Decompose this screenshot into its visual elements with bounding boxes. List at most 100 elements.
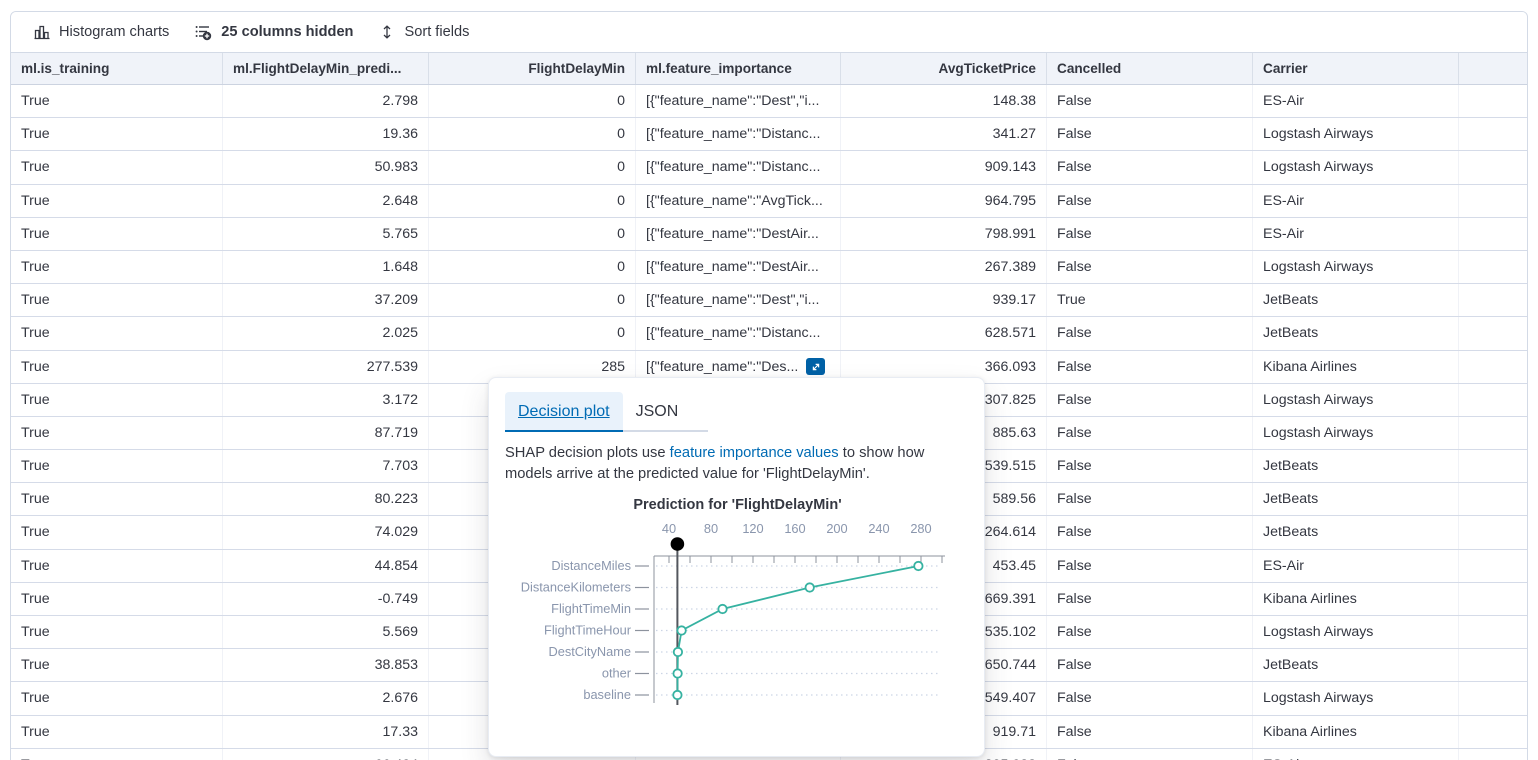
table-cell[interactable]: 669.391 <box>841 582 1047 615</box>
table-cell[interactable]: True <box>11 582 223 615</box>
table-cell[interactable]: False <box>1047 151 1253 184</box>
table-cell[interactable]: False <box>1047 616 1253 649</box>
table-cell[interactable]: 277.539 <box>223 350 429 383</box>
table-cell[interactable]: Kibana Airlines <box>1253 350 1459 383</box>
table-cell[interactable]: 2.676 <box>223 682 429 715</box>
table-cell[interactable]: Logstash Airways <box>1253 383 1459 416</box>
table-cell[interactable]: False <box>1047 217 1253 250</box>
table-cell[interactable]: 341.27 <box>841 118 1047 151</box>
table-cell[interactable]: 285 <box>429 350 636 383</box>
table-cell[interactable]: 1.648 <box>223 250 429 284</box>
column-header-ml.FlightDelayMin_predi...[interactable]: ml.FlightDelayMin_predi... <box>223 53 429 84</box>
table-cell[interactable]: 0 <box>429 184 636 217</box>
table-cell[interactable]: 885.63 <box>841 416 1047 450</box>
table-cell[interactable]: JetBeats <box>1253 450 1459 483</box>
table-cell[interactable]: 3.172 <box>223 383 429 416</box>
table-cell[interactable]: 939.17 <box>841 284 1047 317</box>
table-cell[interactable]: True <box>11 383 223 416</box>
table-cell[interactable]: JetBeats <box>1253 483 1459 516</box>
table-cell[interactable]: ES-Air <box>1253 184 1459 217</box>
column-header-ml.feature_importance[interactable]: ml.feature_importance <box>636 53 841 84</box>
table-cell[interactable]: True <box>11 748 223 760</box>
tab-decision-plot[interactable]: Decision plot <box>505 392 623 432</box>
table-cell[interactable]: 0 <box>429 118 636 151</box>
table-cell[interactable]: Kibana Airlines <box>1253 715 1459 748</box>
table-cell[interactable]: 19.36 <box>223 118 429 151</box>
table-cell[interactable]: True <box>11 682 223 715</box>
table-cell[interactable]: 2.798 <box>223 85 429 118</box>
table-cell[interactable]: False <box>1047 118 1253 151</box>
table-cell[interactable]: [{"feature_name":"Distanc... <box>636 118 841 151</box>
table-cell[interactable]: False <box>1047 748 1253 760</box>
column-header-Carrier[interactable]: Carrier <box>1253 53 1459 84</box>
table-cell[interactable]: [{"feature_name":"Distanc... <box>636 317 841 350</box>
table-cell[interactable]: True <box>11 450 223 483</box>
table-cell[interactable]: True <box>11 184 223 217</box>
table-cell[interactable]: 0 <box>429 217 636 250</box>
table-cell[interactable]: [{"feature_name":"Dest","i... <box>636 284 841 317</box>
table-cell[interactable]: 5.765 <box>223 217 429 250</box>
table-cell[interactable]: True <box>11 483 223 516</box>
table-cell[interactable]: False <box>1047 350 1253 383</box>
table-cell[interactable]: 5.569 <box>223 616 429 649</box>
table-cell[interactable]: 305.938 <box>841 748 1047 760</box>
column-header-FlightDelayMin[interactable]: FlightDelayMin <box>429 53 636 84</box>
table-cell[interactable]: [{"feature_name":"Distanc... <box>636 151 841 184</box>
table-cell[interactable]: True <box>11 151 223 184</box>
table-cell[interactable]: 539.515 <box>841 450 1047 483</box>
table-cell[interactable]: False <box>1047 715 1253 748</box>
table-cell[interactable]: False <box>1047 682 1253 715</box>
table-cell[interactable]: 0 <box>429 284 636 317</box>
table-cell[interactable]: 549.407 <box>841 682 1047 715</box>
table-cell[interactable]: 66.404 <box>223 748 429 760</box>
table-cell[interactable]: 650.744 <box>841 649 1047 682</box>
table-cell[interactable]: True <box>11 416 223 450</box>
table-cell[interactable]: Logstash Airways <box>1253 682 1459 715</box>
table-cell[interactable]: JetBeats <box>1253 317 1459 350</box>
table-cell[interactable]: True <box>11 217 223 250</box>
table-cell[interactable]: 7.703 <box>223 450 429 483</box>
table-cell[interactable]: 37.209 <box>223 284 429 317</box>
expand-cell-button[interactable] <box>806 358 826 376</box>
table-cell[interactable]: 17.33 <box>223 715 429 748</box>
table-cell[interactable]: False <box>1047 317 1253 350</box>
table-cell[interactable]: False <box>1047 582 1253 615</box>
table-cell[interactable]: 909.143 <box>841 151 1047 184</box>
table-cell[interactable]: 453.45 <box>841 549 1047 582</box>
table-cell[interactable]: 366.093 <box>841 350 1047 383</box>
table-cell[interactable]: JetBeats <box>1253 284 1459 317</box>
table-cell[interactable]: 535.102 <box>841 616 1047 649</box>
table-cell[interactable]: False <box>1047 85 1253 118</box>
histogram-charts-button[interactable]: Histogram charts <box>21 12 182 52</box>
table-cell[interactable]: True <box>11 317 223 350</box>
table-cell[interactable]: ES-Air <box>1253 85 1459 118</box>
table-cell[interactable]: JetBeats <box>1253 516 1459 549</box>
table-cell[interactable]: 798.991 <box>841 217 1047 250</box>
table-cell[interactable]: False <box>1047 549 1253 582</box>
table-cell[interactable]: True <box>11 350 223 383</box>
table-cell[interactable]: 919.71 <box>841 715 1047 748</box>
table-cell[interactable]: True <box>11 549 223 582</box>
table-cell[interactable]: False <box>1047 184 1253 217</box>
column-header-ml.is_training[interactable]: ml.is_training <box>11 53 223 84</box>
table-cell[interactable]: 0 <box>429 317 636 350</box>
table-cell[interactable]: 80.223 <box>223 483 429 516</box>
table-cell[interactable]: Kibana Airlines <box>1253 582 1459 615</box>
table-cell[interactable]: 964.795 <box>841 184 1047 217</box>
table-cell[interactable]: 628.571 <box>841 317 1047 350</box>
table-cell[interactable]: ES-Air <box>1253 748 1459 760</box>
table-cell[interactable]: True <box>11 715 223 748</box>
table-cell[interactable]: False <box>1047 383 1253 416</box>
table-cell[interactable]: 2.025 <box>223 317 429 350</box>
table-cell[interactable]: Logstash Airways <box>1253 616 1459 649</box>
tab-json[interactable]: JSON <box>622 392 709 432</box>
table-cell[interactable]: 264.614 <box>841 516 1047 549</box>
table-cell[interactable]: 2.648 <box>223 184 429 217</box>
table-cell[interactable]: [{"feature_name":"DestAir... <box>636 250 841 284</box>
feature-importance-link[interactable]: feature importance values <box>669 445 839 461</box>
table-cell[interactable]: True <box>11 616 223 649</box>
table-cell[interactable]: False <box>1047 250 1253 284</box>
table-cell[interactable]: 0 <box>429 85 636 118</box>
table-cell[interactable]: Logstash Airways <box>1253 416 1459 450</box>
table-cell[interactable]: ES-Air <box>1253 549 1459 582</box>
